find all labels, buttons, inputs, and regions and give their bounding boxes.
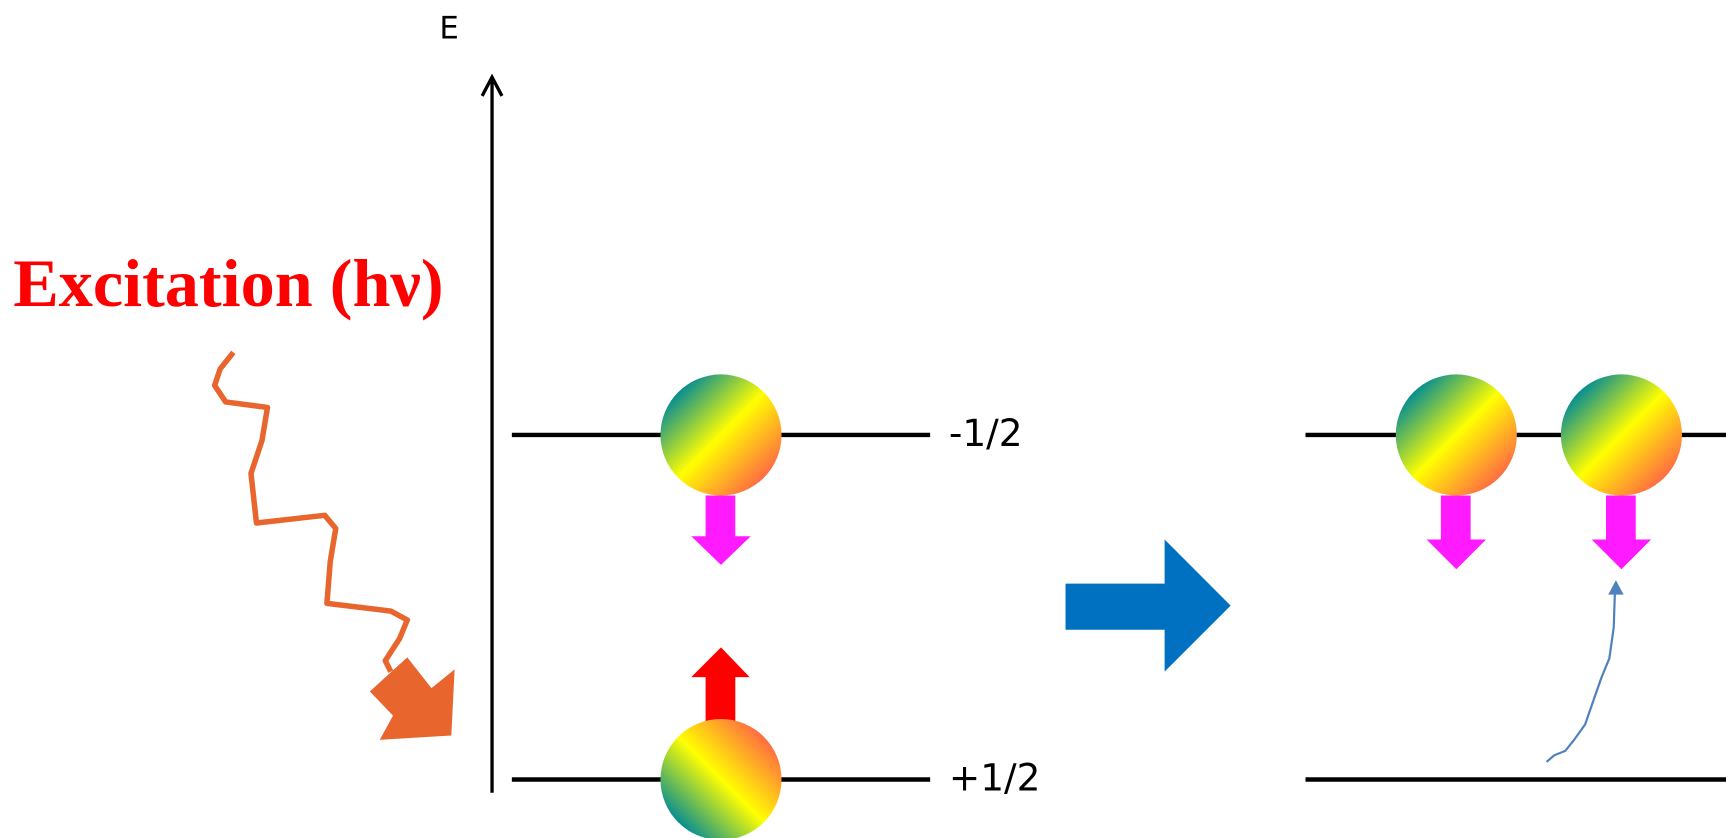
- photon-wave: [215, 352, 408, 671]
- level-label: +1/2: [949, 756, 1041, 800]
- excitation-label: Excitation (hν): [13, 245, 443, 321]
- spin-down-arrow: [691, 496, 750, 565]
- electron: [1396, 374, 1517, 495]
- page: {"axis_label": "E", "excitation_label": …: [0, 0, 1726, 838]
- diagram: E Excitation (hν) -1/2 +1/2: [0, 0, 1726, 838]
- relaxation-wave: [1547, 595, 1615, 762]
- level-label: -1/2: [949, 411, 1023, 455]
- axis-label: E: [439, 11, 458, 47]
- relaxation-arrowhead: [1608, 580, 1623, 594]
- electron: [660, 719, 781, 838]
- spin-down-arrow: [1592, 496, 1651, 570]
- electron: [1561, 374, 1682, 495]
- spin-up-arrow: [691, 647, 749, 721]
- electron: [660, 374, 781, 495]
- spin-down-arrow: [1427, 496, 1486, 570]
- photon-arrowhead: [370, 657, 455, 740]
- transition-arrow: [1066, 540, 1231, 672]
